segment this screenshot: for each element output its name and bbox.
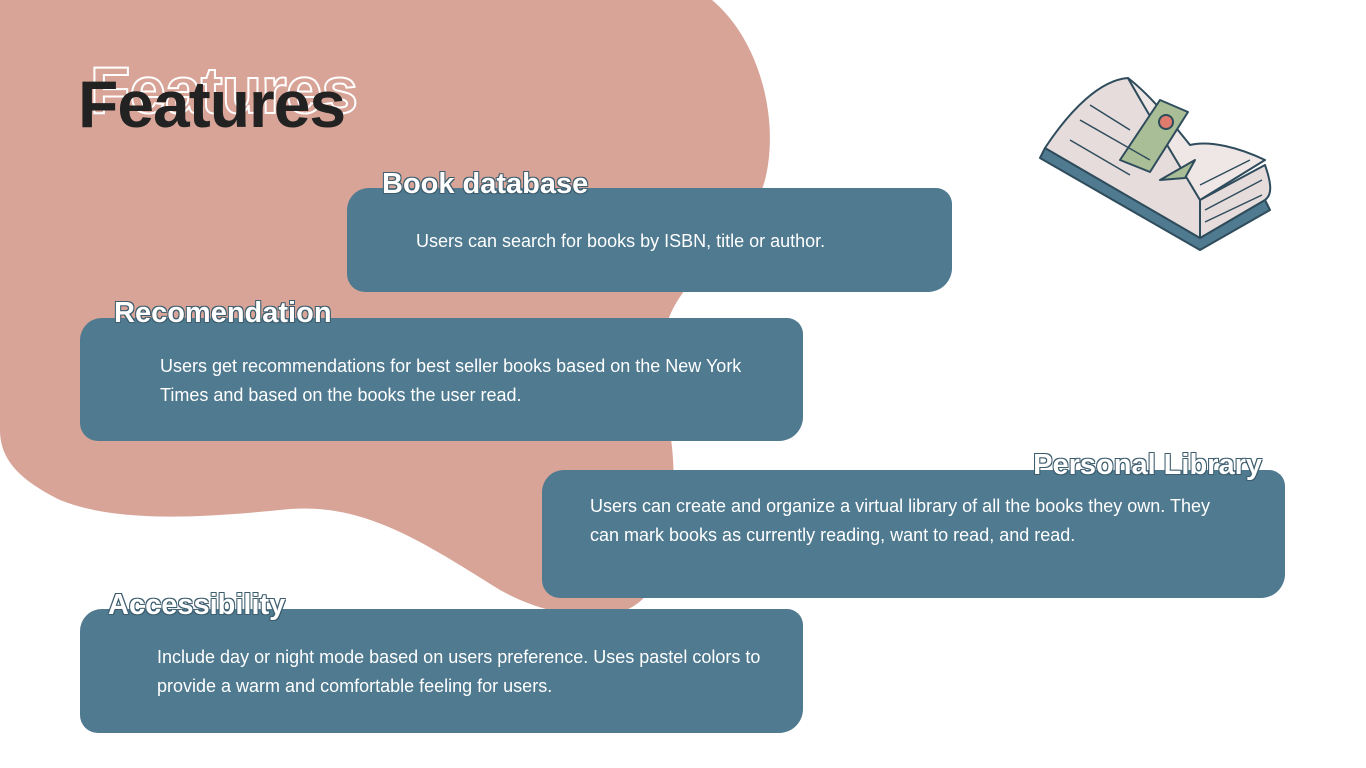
feature-text: Include day or night mode based on users…: [157, 647, 761, 696]
blob: [0, 0, 770, 616]
feature-text: Users can search for books by ISBN, titl…: [416, 231, 826, 251]
title-echo: Features: [89, 52, 359, 128]
feature-card: Users get recommendations for best selle…: [80, 318, 803, 441]
feature-card: Include day or night mode based on users…: [80, 609, 803, 733]
feature-card: Users can search for books by ISBN, titl…: [347, 188, 952, 292]
feature-heading: Book database: [382, 168, 589, 200]
feature-text: Users get recommendations for best selle…: [160, 356, 742, 405]
feature-heading: Personal Library: [1033, 449, 1262, 481]
feature-heading: Recomendation: [114, 297, 332, 329]
title: Features: [78, 67, 346, 141]
feature-heading: Accessibility: [108, 589, 286, 621]
feature-card: Users can create and organize a virtual …: [542, 470, 1285, 598]
book-illustration: [1039, 77, 1272, 251]
feature-text: Users can create and organize a virtual …: [590, 496, 1210, 545]
